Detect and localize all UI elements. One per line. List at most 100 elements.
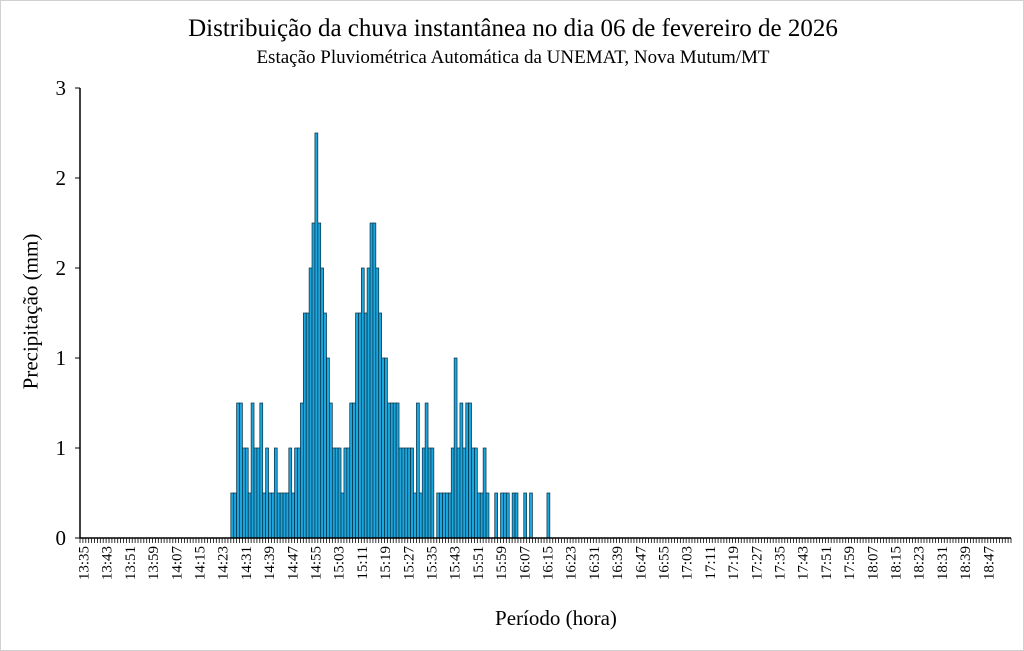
bar xyxy=(389,402,394,539)
bar xyxy=(436,492,440,539)
x-tick-label: 17:19 xyxy=(726,546,742,580)
x-tick-label: 15:51 xyxy=(471,546,487,580)
x-tick-label: 14:31 xyxy=(239,546,255,580)
bar xyxy=(331,447,336,539)
bar xyxy=(343,447,348,539)
bar xyxy=(253,447,258,539)
x-tick-label: 15:59 xyxy=(494,546,510,580)
x-axis-label: Período (hora) xyxy=(495,606,617,630)
bar xyxy=(288,447,293,539)
bar xyxy=(395,402,400,539)
bar xyxy=(500,492,504,539)
bar xyxy=(474,447,478,539)
bar xyxy=(413,492,417,539)
bar xyxy=(439,492,443,539)
x-tick-label: 18:07 xyxy=(865,546,881,581)
bar xyxy=(485,492,490,539)
bar xyxy=(465,402,469,539)
x-tick-label: 18:15 xyxy=(889,546,905,580)
bar xyxy=(372,222,377,539)
bar xyxy=(476,492,481,539)
bar xyxy=(256,447,261,539)
bar xyxy=(462,447,467,539)
bar xyxy=(360,267,365,539)
bar xyxy=(302,312,307,539)
x-tick-label: 17:35 xyxy=(773,546,789,580)
x-tick-label: 15:27 xyxy=(401,546,417,581)
bar xyxy=(233,492,237,539)
bar xyxy=(445,492,449,539)
x-tick-label: 15:35 xyxy=(424,546,440,580)
bar xyxy=(479,492,484,539)
x-tick-label: 18:39 xyxy=(958,546,974,580)
bar xyxy=(282,492,287,539)
bar xyxy=(285,492,290,539)
bar xyxy=(514,492,519,539)
bar xyxy=(314,132,319,539)
bar xyxy=(398,447,403,539)
x-tick-label: 14:39 xyxy=(262,546,278,580)
bar xyxy=(320,267,324,539)
bar xyxy=(546,492,551,539)
bar xyxy=(381,357,385,539)
bar xyxy=(268,492,272,539)
bar xyxy=(453,357,458,539)
bar xyxy=(424,402,429,539)
bar xyxy=(430,447,435,539)
x-tick-label: 16:39 xyxy=(610,546,626,580)
bar xyxy=(244,447,249,539)
bar xyxy=(337,447,342,539)
x-tick-label: 14:23 xyxy=(216,546,232,580)
bar xyxy=(503,492,507,539)
x-tick-label: 14:15 xyxy=(192,546,208,580)
bar xyxy=(317,222,322,539)
bar xyxy=(529,492,533,539)
bar xyxy=(334,447,339,539)
y-tick-label: 1 xyxy=(56,436,67,460)
bar xyxy=(482,447,487,539)
bar xyxy=(401,447,406,539)
bar xyxy=(291,492,295,539)
bar xyxy=(358,312,362,539)
bar xyxy=(349,402,353,539)
bar xyxy=(259,402,264,539)
bar xyxy=(511,492,516,539)
bar xyxy=(308,267,313,539)
bar xyxy=(384,357,388,539)
bar xyxy=(294,447,298,539)
x-tick-label: 13:35 xyxy=(76,546,92,580)
bar xyxy=(300,402,304,539)
bar xyxy=(392,402,397,539)
x-tick-label: 17:43 xyxy=(796,546,812,580)
bar xyxy=(340,492,345,539)
y-tick-label: 0 xyxy=(56,526,67,550)
bar xyxy=(416,402,420,539)
bar xyxy=(456,447,461,539)
bar xyxy=(273,447,278,539)
bar xyxy=(387,402,391,539)
x-tick-label: 18:23 xyxy=(912,546,928,580)
y-tick-label: 2 xyxy=(56,256,67,280)
bar xyxy=(468,402,472,539)
bar xyxy=(230,492,235,539)
x-tick-label: 18:31 xyxy=(935,546,951,580)
bar xyxy=(276,492,281,539)
bar xyxy=(279,492,284,539)
bar xyxy=(447,492,452,539)
x-tick-label: 14:47 xyxy=(285,546,301,581)
bar xyxy=(375,267,380,539)
chart-title: Distribuição da chuva instantânea no dia… xyxy=(188,15,838,42)
x-tick-label: 17:59 xyxy=(842,546,858,580)
bar xyxy=(323,312,327,539)
bar xyxy=(366,267,371,539)
bar xyxy=(329,402,333,539)
bar xyxy=(450,447,455,539)
bar xyxy=(355,312,359,539)
bar xyxy=(262,492,266,539)
x-tick-label: 15:03 xyxy=(332,546,348,580)
x-tick-label: 13:51 xyxy=(123,546,139,580)
bar xyxy=(247,492,252,539)
bar xyxy=(427,447,432,539)
